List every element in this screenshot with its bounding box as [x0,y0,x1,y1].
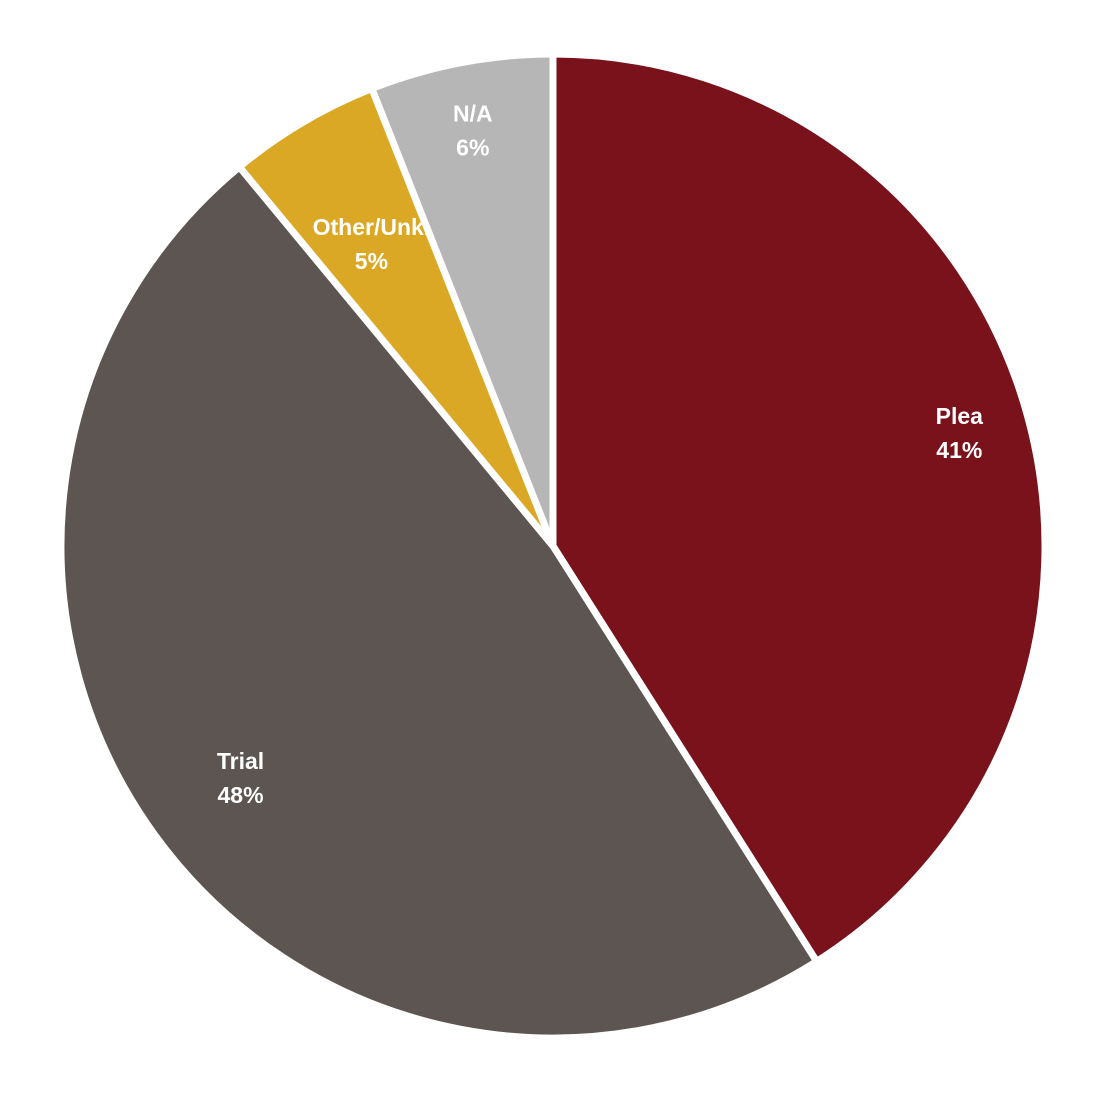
slice-percent-label: 5% [355,248,388,274]
slice-category-label: Other/Unk. [313,214,431,240]
slice-label-trial: Trial 48% [217,748,264,808]
slices-layer [57,50,1049,1042]
slice-percent-label: 48% [218,782,264,808]
slice-trial [57,163,821,1042]
slice-category-label: N/A [453,101,493,127]
slice-label-plea: Plea 41% [936,403,984,463]
slice-label-other-unk: Other/Unk. 5% [313,214,431,274]
slice-category-label: Plea [936,403,984,429]
slice-category-label: Trial [217,748,264,774]
slice-n-a [368,50,557,550]
slice-label-n-a: N/A 6% [453,101,493,161]
slice-percent-label: 6% [456,135,489,161]
slice-percent-label: 41% [936,437,982,463]
labels-layer: Plea 41% Trial 48% Other/Unk. 5% N/A 6% [217,101,983,808]
